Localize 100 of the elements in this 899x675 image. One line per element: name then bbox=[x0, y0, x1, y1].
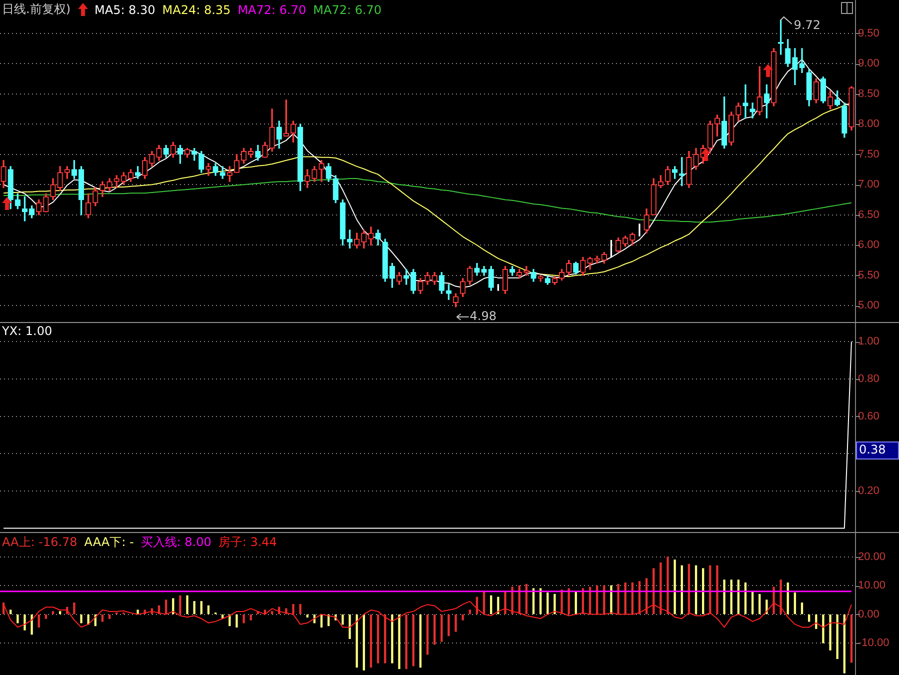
bar bbox=[179, 595, 182, 614]
y-tick-label: 9.50 bbox=[858, 27, 880, 40]
bar bbox=[136, 610, 139, 614]
bar bbox=[362, 614, 365, 670]
bar bbox=[568, 588, 570, 614]
annotation: MA72: 6.70 bbox=[238, 2, 306, 16]
text: AA上: -16.78 bbox=[2, 534, 78, 551]
bar bbox=[52, 611, 54, 614]
annotation: 9.72 bbox=[794, 18, 821, 32]
y-tick-label: 5.00 bbox=[858, 300, 880, 312]
bar bbox=[10, 610, 12, 614]
bar bbox=[356, 614, 358, 668]
bar bbox=[433, 614, 436, 645]
bar bbox=[780, 580, 782, 614]
bar bbox=[829, 614, 832, 650]
bar bbox=[376, 614, 380, 664]
bar bbox=[702, 568, 704, 614]
bar bbox=[391, 614, 394, 664]
bar bbox=[426, 614, 429, 655]
y-tick-label: 0.60 bbox=[858, 410, 880, 422]
bar bbox=[674, 560, 676, 614]
bar bbox=[186, 595, 188, 614]
bar bbox=[822, 614, 824, 644]
bar bbox=[108, 614, 111, 619]
ref-line-label: 买入线: 8.00 bbox=[140, 534, 212, 551]
y-tick-label: 0.80 bbox=[858, 373, 880, 386]
candlestick bbox=[799, 48, 805, 73]
text: MA24: 8.35 bbox=[162, 2, 231, 16]
bar bbox=[448, 614, 450, 636]
y-tick-label: 5.50 bbox=[858, 269, 880, 282]
bar bbox=[468, 610, 471, 614]
bar bbox=[292, 604, 294, 614]
bar bbox=[843, 614, 846, 674]
bar bbox=[342, 614, 344, 625]
bar bbox=[299, 604, 302, 614]
bar bbox=[723, 580, 726, 614]
y-tick-label: 7.00 bbox=[858, 178, 880, 191]
bar bbox=[200, 601, 202, 614]
bar bbox=[419, 614, 422, 668]
text: 0.38 bbox=[859, 442, 886, 457]
y-tick-label: -10.00 bbox=[858, 636, 890, 649]
bar bbox=[405, 614, 408, 670]
bar bbox=[398, 614, 400, 670]
bar bbox=[270, 611, 274, 614]
bar bbox=[800, 602, 804, 614]
bar bbox=[44, 614, 48, 619]
bar bbox=[462, 614, 464, 620]
y-tick-label: 10.00 bbox=[858, 580, 886, 592]
bar bbox=[101, 614, 104, 622]
bar bbox=[490, 595, 492, 614]
y-tick-label: 1.00 bbox=[858, 336, 880, 348]
bar bbox=[412, 614, 414, 666]
bar bbox=[440, 614, 443, 642]
bar bbox=[716, 565, 718, 614]
bar bbox=[660, 562, 662, 614]
text: AAA下: - bbox=[84, 534, 134, 551]
y-tick-label: 20.00 bbox=[858, 551, 886, 564]
text: MA5: 8.30 bbox=[94, 2, 156, 16]
bar bbox=[808, 614, 810, 622]
bar bbox=[794, 592, 796, 614]
candlestick bbox=[750, 102, 756, 118]
bar bbox=[836, 614, 838, 660]
bar bbox=[193, 601, 196, 614]
bar bbox=[236, 614, 238, 628]
candlestick bbox=[742, 84, 748, 118]
bar bbox=[617, 584, 620, 614]
bar bbox=[80, 614, 82, 624]
y-tick-label: 6.00 bbox=[858, 239, 880, 252]
bar bbox=[348, 614, 351, 639]
y-tick-label: 6.50 bbox=[858, 208, 880, 221]
y-tick-label: 0.00 bbox=[858, 608, 880, 620]
bar bbox=[164, 600, 168, 614]
bar bbox=[610, 585, 612, 614]
bar bbox=[454, 614, 457, 632]
chart-title: 日线.前复权) bbox=[2, 1, 70, 18]
bar bbox=[73, 602, 76, 614]
annotation: 4.98 bbox=[470, 308, 496, 323]
bar bbox=[58, 611, 62, 614]
bar bbox=[24, 614, 26, 630]
bar bbox=[370, 614, 372, 668]
bar bbox=[306, 614, 308, 618]
bar bbox=[554, 594, 556, 614]
text: YX: 1.00 bbox=[2, 324, 52, 338]
bar bbox=[242, 614, 245, 624]
bar bbox=[384, 614, 386, 664]
y-tick-label: 9.00 bbox=[858, 58, 880, 70]
bar bbox=[250, 614, 252, 620]
bar bbox=[87, 614, 90, 625]
bar bbox=[666, 556, 669, 614]
text: 房子: 3.44 bbox=[218, 534, 277, 551]
y-tick-label: 0.20 bbox=[858, 484, 880, 497]
bar bbox=[546, 592, 549, 614]
bar bbox=[850, 614, 853, 663]
y-tick-label: 8.50 bbox=[858, 88, 880, 100]
bar bbox=[758, 594, 761, 614]
text: MA72: 6.70 bbox=[313, 2, 382, 16]
bar bbox=[38, 614, 40, 628]
bar bbox=[30, 614, 33, 635]
y-tick-label: 7.50 bbox=[858, 148, 880, 160]
y-tick-label: 8.00 bbox=[858, 118, 880, 130]
